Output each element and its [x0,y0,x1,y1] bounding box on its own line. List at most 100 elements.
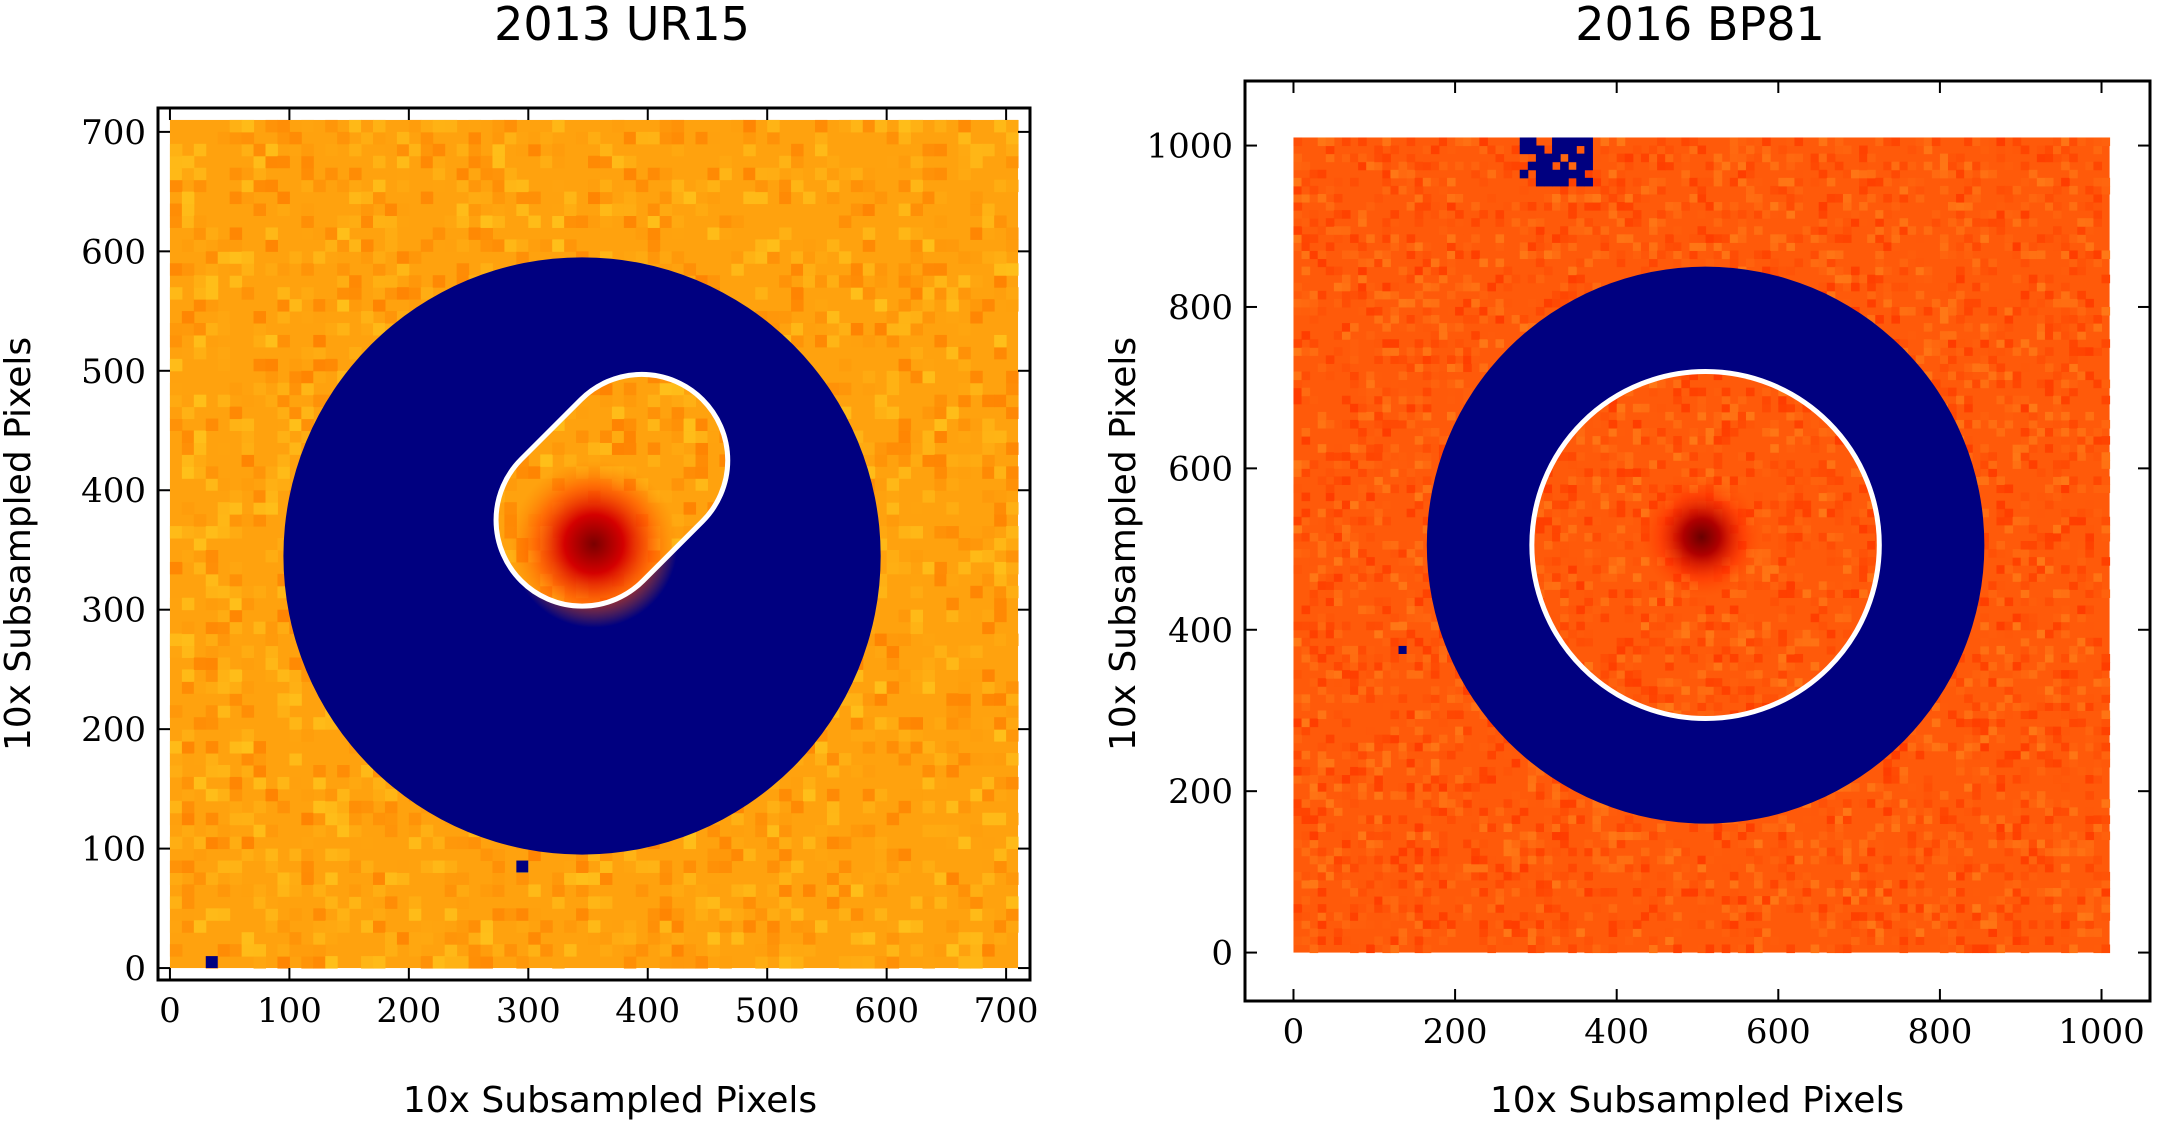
noise-pixel [349,824,362,838]
noise-pixel [1317,750,1327,760]
noise-pixel [970,251,983,264]
noise-pixel [683,860,697,873]
noise-pixel [420,824,434,838]
noise-pixel [982,944,995,957]
noise-pixel [779,812,792,826]
noise-pixel [970,191,983,205]
noise-pixel [576,430,589,443]
noise-pixel [504,502,517,515]
noise-pixel [528,131,541,145]
noise-pixel [468,167,482,181]
noise-pixel [1697,468,1707,477]
noise-pixel [432,167,446,181]
noise-pixel [1568,557,1577,566]
noise-pixel [205,908,219,921]
noise-pixel [1624,662,1634,671]
noise-pixel [994,538,1007,551]
noise-pixel [1350,670,1359,679]
noise-pixel [528,143,541,157]
noise-pixel [1762,508,1771,518]
noise-pixel [1309,573,1319,582]
noise-pixel [1463,185,1472,195]
noise-pixel [1390,823,1400,833]
noise-pixel [1535,516,1545,526]
noise-pixel [731,932,744,945]
noise-pixel [540,131,553,145]
noise-pixel [1657,589,1666,598]
noise-pixel [1398,298,1408,308]
noise-pixel [1382,750,1391,760]
noise-pixel [874,645,888,658]
noise-pixel [1333,589,1343,598]
noise-pixel [635,860,649,873]
noise-pixel [265,621,278,635]
noise-pixel [1390,710,1400,720]
noise-pixel [349,119,362,133]
noise-pixel [1681,629,1690,639]
noise-pixel [301,382,314,396]
noise-pixel [922,776,935,790]
noise-pixel [1358,242,1367,251]
noise-pixel [229,800,243,814]
noise-pixel [1673,928,1682,937]
noise-pixel [898,609,912,623]
noise-pixel [1309,839,1319,849]
noise-pixel [1632,218,1642,227]
noise-pixel [1600,855,1610,865]
noise-pixel [803,776,816,790]
noise-pixel [982,860,995,873]
noise-pixel [1616,137,1626,147]
noise-pixel [1358,403,1367,413]
noise-pixel [1438,775,1448,784]
noise-pixel [1350,766,1359,776]
noise-pixel [1350,177,1359,187]
noise-pixel [1527,936,1537,946]
noise-pixel [1616,670,1626,679]
noise-pixel [1463,904,1472,913]
noise-pixel [1721,234,1731,243]
noise-pixel [1584,202,1593,211]
noise-pixel [874,836,888,850]
noise-pixel [205,657,219,670]
noise-pixel [253,824,267,838]
noise-pixel [1358,161,1367,171]
noise-pixel [982,430,995,443]
noise-pixel [456,203,470,217]
noise-pixel [1543,863,1553,873]
noise-pixel [1463,315,1472,324]
noise-pixel [862,382,876,396]
noise-pixel [1657,428,1666,437]
noise-pixel [1293,234,1303,243]
noise-pixel [934,454,947,467]
noise-pixel [814,741,828,754]
noise-pixel [814,275,828,288]
noise-pixel [1681,847,1690,857]
noise-pixel [982,227,995,240]
noise-pixel [1600,444,1610,453]
noise-pixel [1697,645,1707,655]
noise-pixel [277,920,290,933]
noise-pixel [1447,234,1456,243]
noise-pixel [1592,605,1602,615]
noise-pixel [205,824,219,838]
noise-pixel [289,131,302,145]
noise-pixel [384,812,398,826]
noise-pixel [1309,589,1319,598]
noise-pixel [1584,218,1593,227]
noise-pixel [934,884,947,897]
noise-pixel [373,776,386,790]
noise-pixel [1430,363,1440,373]
noise-pixel [444,215,458,228]
noise-pixel [1366,371,1375,381]
noise-pixel [301,167,314,181]
noise-pixel [1632,670,1642,679]
noise-pixel [1770,847,1779,857]
x-tick-label: 100 [257,991,322,1031]
noise-pixel [456,896,470,909]
noise-pixel [1325,912,1335,921]
noise-pixel [1414,218,1424,227]
noise-pixel [1600,137,1610,147]
noise-pixel [241,597,255,611]
noise-pixel [1649,250,1658,260]
noise-pixel [265,155,278,169]
